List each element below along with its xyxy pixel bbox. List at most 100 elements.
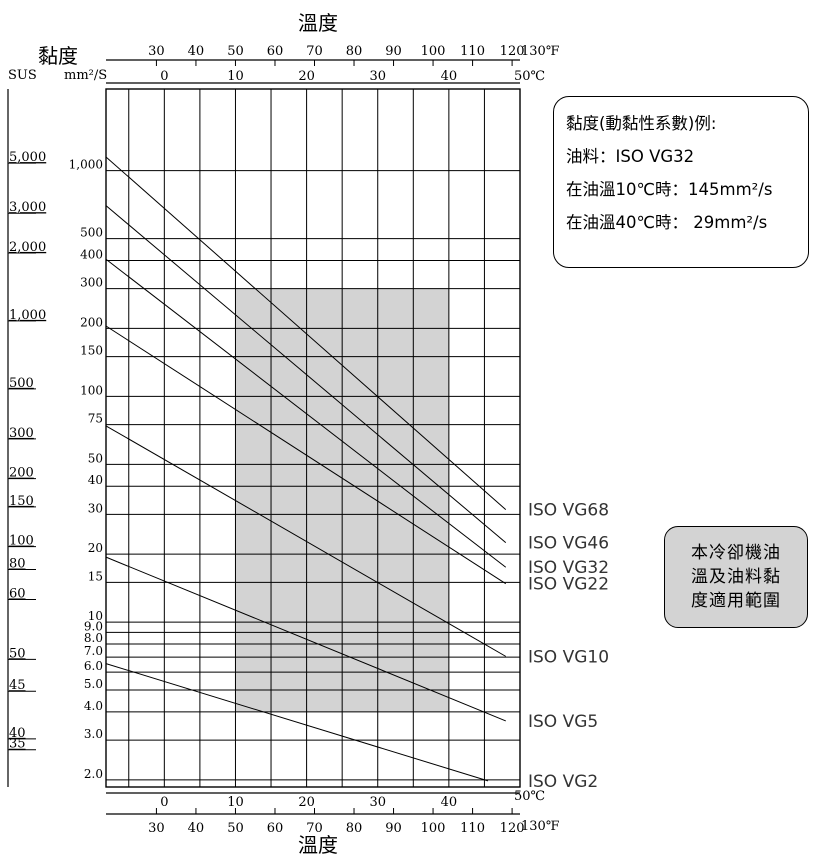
sus-tick-label: 5,000 (9, 150, 46, 165)
plot-frame (105, 88, 521, 788)
kinematic-tick-label: 400 (80, 247, 103, 261)
series-label: ISO VG2 (528, 772, 598, 792)
celsius-tick-bottom: 20 (298, 795, 315, 810)
series-line (105, 663, 489, 782)
fahrenheit-tick-top: 70 (306, 44, 323, 59)
applicable-range-note: 本冷卻機油 溫及油料黏 度適用範圍 (664, 526, 808, 628)
sus-tick-label: 300 (9, 426, 34, 441)
sus-tick-label: 3,000 (9, 200, 46, 215)
viscosity-example-box: 黏度(動黏性系數)例: 油料：ISO VG32 在油溫10℃時：145mm²/s… (553, 96, 809, 268)
celsius-tick-top: 0 (160, 69, 168, 84)
sus-tick-label: 80 (9, 557, 26, 572)
sus-tick-label: 2,000 (9, 240, 46, 255)
example-title: 黏度(動黏性系數)例: (566, 114, 717, 133)
x-axis-title-top: 溫度 (298, 11, 338, 35)
kinematic-tick-label: 100 (80, 383, 103, 397)
celsius-tick-top: 10 (227, 69, 244, 84)
example-oil-grade: 油料：ISO VG32 (566, 147, 695, 166)
kinematic-tick-label: 150 (80, 344, 103, 358)
celsius-unit-bottom: 50℃ (514, 789, 545, 804)
fahrenheit-tick-top: 120 (500, 44, 525, 59)
series-line (105, 205, 507, 543)
sus-tick-label: 60 (9, 586, 26, 601)
kinematic-tick-label: 10 (88, 609, 103, 623)
series-label: ISO VG5 (528, 712, 598, 732)
fahrenheit-tick-top: 90 (385, 44, 402, 59)
kinematic-tick-label: 6.0 (84, 659, 103, 673)
kinematic-tick-label: 7.0 (84, 644, 103, 658)
sus-tick-label: 35 (9, 737, 26, 752)
kinematic-tick-label: 50 (88, 451, 103, 465)
sus-tick-label: 150 (9, 494, 34, 509)
kinematic-tick-label: 200 (80, 315, 103, 329)
celsius-tick-bottom: 0 (160, 795, 168, 810)
sus-tick-label: 45 (9, 678, 26, 693)
fahrenheit-tick-bottom: 50 (227, 821, 244, 836)
kinematic-tick-label: 1,000 (69, 158, 103, 172)
kinematic-tick-label: 8.0 (84, 631, 103, 645)
range-note-line-2: 溫及油料黏 (691, 567, 781, 587)
series-line (105, 156, 507, 511)
kinematic-tick-label: 15 (88, 569, 103, 583)
kinematic-tick-label: 30 (88, 501, 103, 515)
series-line (105, 258, 507, 568)
kinematic-tick-label: 20 (88, 541, 103, 555)
sus-tick-label: 200 (9, 466, 34, 481)
celsius-tick-top: 40 (441, 69, 458, 84)
sus-tick-label: 40 (9, 726, 26, 741)
sus-tick-label: 50 (9, 646, 26, 661)
fahrenheit-tick-bottom: 60 (267, 821, 284, 836)
celsius-unit-top: 50℃ (514, 69, 545, 84)
fahrenheit-tick-top: 80 (346, 44, 363, 59)
fahrenheit-tick-top: 50 (227, 44, 244, 59)
sus-tick-label: 1,000 (9, 308, 46, 323)
fahrenheit-tick-top: 30 (148, 44, 165, 59)
fahrenheit-tick-bottom: 110 (460, 821, 485, 836)
celsius-tick-top: 20 (298, 69, 315, 84)
kinematic-tick-label: 500 (80, 226, 103, 240)
sus-tick-label: 100 (9, 534, 34, 549)
fahrenheit-tick-top: 100 (421, 44, 446, 59)
fahrenheit-tick-bottom: 40 (188, 821, 205, 836)
kinematic-tick-label: 300 (80, 276, 103, 290)
sus-unit-label: SUS (8, 68, 37, 83)
kinematic-tick-label: 4.0 (84, 699, 103, 713)
series-line (105, 556, 506, 722)
fahrenheit-tick-bottom: 90 (385, 821, 402, 836)
kinematic-tick-label: 2.0 (84, 767, 103, 781)
fahrenheit-tick-bottom: 30 (148, 821, 165, 836)
series-label: ISO VG10 (528, 647, 609, 667)
fahrenheit-tick-top: 40 (188, 44, 205, 59)
series-label: ISO VG32 (528, 558, 609, 578)
range-note-line-1: 本冷卻機油 (691, 543, 781, 563)
kinematic-tick-label: 3.0 (84, 727, 103, 741)
celsius-tick-top: 30 (369, 69, 386, 84)
x-axis-title-bottom: 溫度 (298, 833, 338, 857)
series-label: ISO VG22 (528, 575, 609, 595)
example-value-40c: 在油溫40℃時： 29mm²/s (566, 213, 768, 232)
kinematic-tick-label: 75 (88, 412, 103, 426)
fahrenheit-unit-top: 130℉ (521, 44, 560, 59)
celsius-tick-bottom: 30 (369, 795, 386, 810)
range-note-line-3: 度適用範圍 (691, 591, 781, 611)
celsius-tick-bottom: 40 (441, 795, 458, 810)
kinematic-tick-label: 5.0 (84, 677, 103, 691)
series-label: ISO VG68 (528, 501, 609, 521)
kinematic-tick-label: 9.0 (84, 619, 103, 633)
y-axis-title: 黏度 (38, 44, 78, 68)
fahrenheit-tick-bottom: 70 (306, 821, 323, 836)
sus-tick-label: 500 (9, 376, 34, 391)
series-line (105, 325, 507, 585)
celsius-tick-bottom: 10 (227, 795, 244, 810)
example-value-10c: 在油溫10℃時：145mm²/s (566, 180, 773, 199)
series-label: ISO VG46 (528, 534, 609, 554)
kinematic-tick-label: 40 (88, 473, 103, 487)
kinematic-unit-label: mm²/S (64, 68, 107, 83)
series-line (105, 425, 507, 657)
fahrenheit-tick-bottom: 100 (421, 821, 446, 836)
fahrenheit-tick-top: 60 (267, 44, 284, 59)
fahrenheit-tick-bottom: 120 (500, 821, 525, 836)
fahrenheit-tick-top: 110 (460, 44, 485, 59)
fahrenheit-unit-bottom: 130℉ (521, 819, 560, 834)
